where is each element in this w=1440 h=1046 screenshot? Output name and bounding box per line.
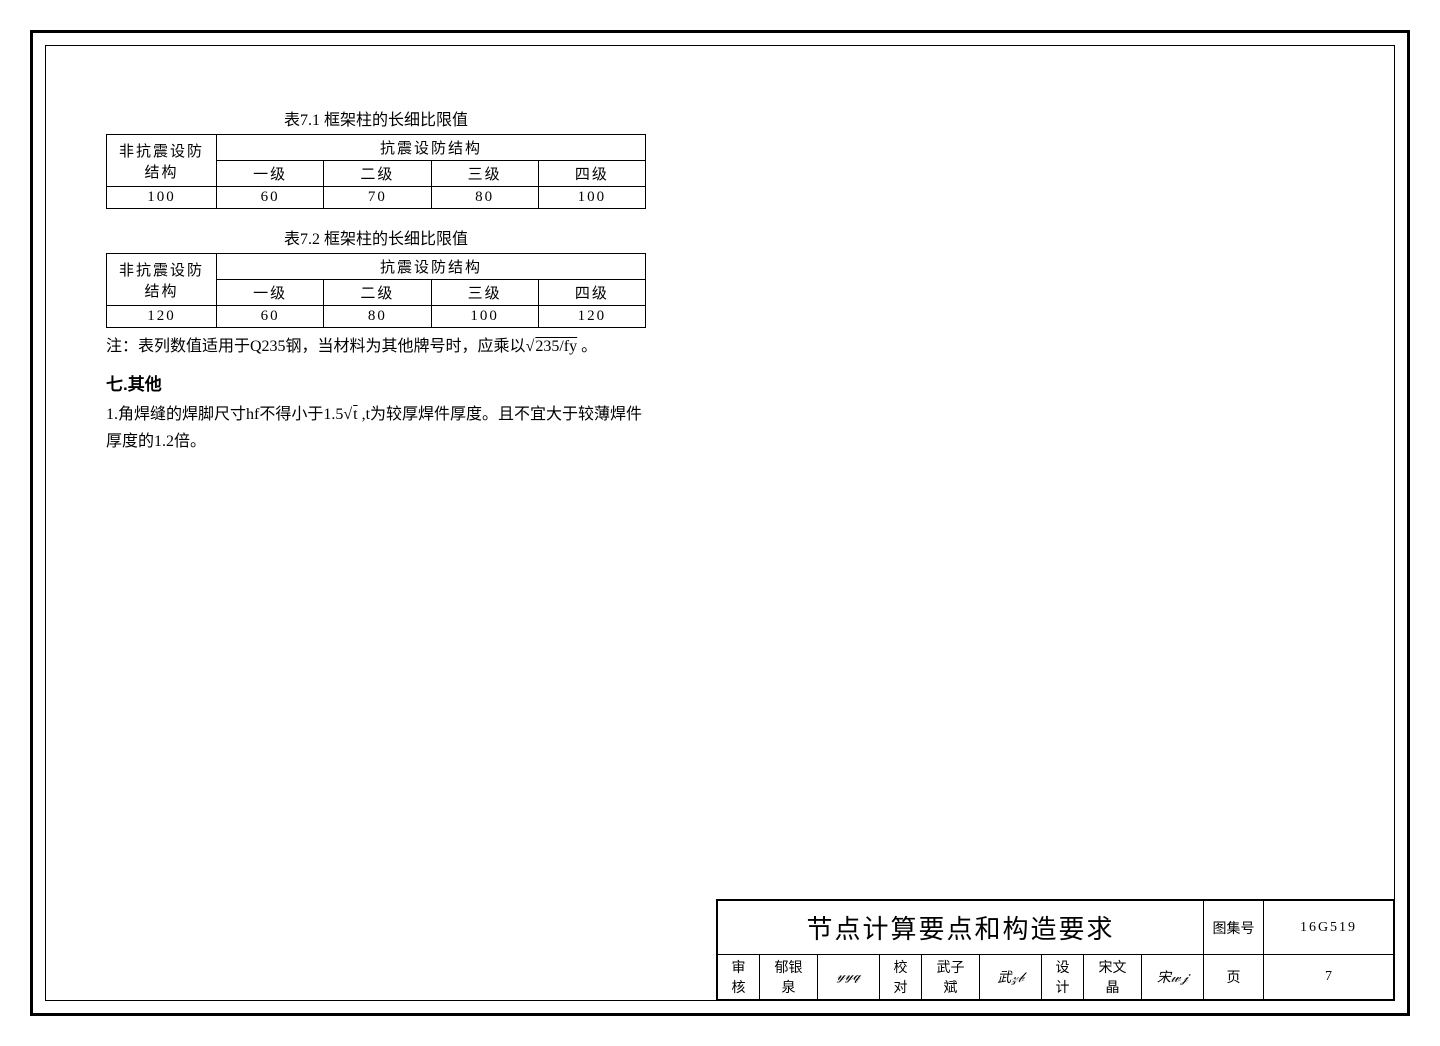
table2-caption: 表7.2 框架柱的长细比限值 xyxy=(106,225,646,249)
design-sig: 宋𝓌𝒿 xyxy=(1142,955,1204,1000)
table2-sub-0: 一级 xyxy=(217,280,324,306)
table2-val-1: 60 xyxy=(217,306,324,328)
table1-sub-0: 一级 xyxy=(217,161,324,187)
table2: 非抗震设防结构 抗震设防结构 一级 二级 三级 四级 120 60 80 100… xyxy=(106,253,646,328)
table1-val-3: 80 xyxy=(431,187,538,209)
note-sqrt: 235/fy xyxy=(534,338,577,355)
radical-icon-2 xyxy=(343,406,352,423)
page-no: 7 xyxy=(1264,955,1394,1000)
table2-val-4: 120 xyxy=(538,306,645,328)
section7-item1: 1.角焊缝的焊脚尺寸hf不得小于1.5t ,t为较厚焊件厚度。且不宜大于较薄焊件… xyxy=(106,401,646,455)
table-note: 注：表列数值适用于Q235钢，当材料为其他牌号时，应乘以 235/fy 。 xyxy=(106,334,646,360)
table2-sub-1: 二级 xyxy=(324,280,431,306)
note-suffix: 。 xyxy=(577,338,597,355)
table1-header-right: 抗震设防结构 xyxy=(217,135,646,161)
table2-val-2: 80 xyxy=(324,306,431,328)
table1-sub-3: 四级 xyxy=(538,161,645,187)
table1-caption: 表7.1 框架柱的长细比限值 xyxy=(106,106,646,130)
atlas-label: 图集号 xyxy=(1204,901,1264,955)
design-name: 宋文晶 xyxy=(1084,955,1142,1000)
inner-frame: 表7.1 框架柱的长细比限值 非抗震设防结构 抗震设防结构 一级 二级 三级 四… xyxy=(45,45,1395,1001)
check-name: 武子斌 xyxy=(922,955,980,1000)
table2-val-0: 120 xyxy=(107,306,217,328)
content-area: 表7.1 框架柱的长细比限值 非抗震设防结构 抗震设防结构 一级 二级 三级 四… xyxy=(106,106,646,455)
table1: 非抗震设防结构 抗震设防结构 一级 二级 三级 四级 100 60 70 80 … xyxy=(106,134,646,209)
table2-val-3: 100 xyxy=(431,306,538,328)
table2-header-right: 抗震设防结构 xyxy=(217,254,646,280)
table1-val-0: 100 xyxy=(107,187,217,209)
review-sig: 𝓎𝓎𝓆 xyxy=(818,955,880,1000)
review-name: 郁银泉 xyxy=(760,955,818,1000)
page-label: 页 xyxy=(1204,955,1264,1000)
title-block: 节点计算要点和构造要求 图集号 16G519 审核 郁银泉 𝓎𝓎𝓆 校对 武子斌… xyxy=(716,899,1394,1000)
design-label: 设计 xyxy=(1042,955,1084,1000)
review-label: 审核 xyxy=(718,955,760,1000)
check-label: 校对 xyxy=(880,955,922,1000)
table1-sub-2: 三级 xyxy=(431,161,538,187)
atlas-no: 16G519 xyxy=(1264,901,1394,955)
section7-heading: 七.其他 xyxy=(106,370,646,395)
outer-frame: 表7.1 框架柱的长细比限值 非抗震设防结构 抗震设防结构 一级 二级 三级 四… xyxy=(30,30,1410,1016)
table1-val-1: 60 xyxy=(217,187,324,209)
item1-a: 1.角焊缝的焊脚尺寸hf不得小于1.5 xyxy=(106,406,343,423)
drawing-title: 节点计算要点和构造要求 xyxy=(718,901,1204,955)
table1-val-4: 100 xyxy=(538,187,645,209)
check-sig: 武𝓏𝒷 xyxy=(980,955,1042,1000)
table1-sub-1: 二级 xyxy=(324,161,431,187)
table1-val-2: 70 xyxy=(324,187,431,209)
table1-header-left: 非抗震设防结构 xyxy=(107,135,217,187)
table2-sub-3: 四级 xyxy=(538,280,645,306)
table2-header-left: 非抗震设防结构 xyxy=(107,254,217,306)
table2-sub-2: 三级 xyxy=(431,280,538,306)
note-prefix: 注：表列数值适用于Q235钢，当材料为其他牌号时，应乘以 xyxy=(106,338,526,355)
